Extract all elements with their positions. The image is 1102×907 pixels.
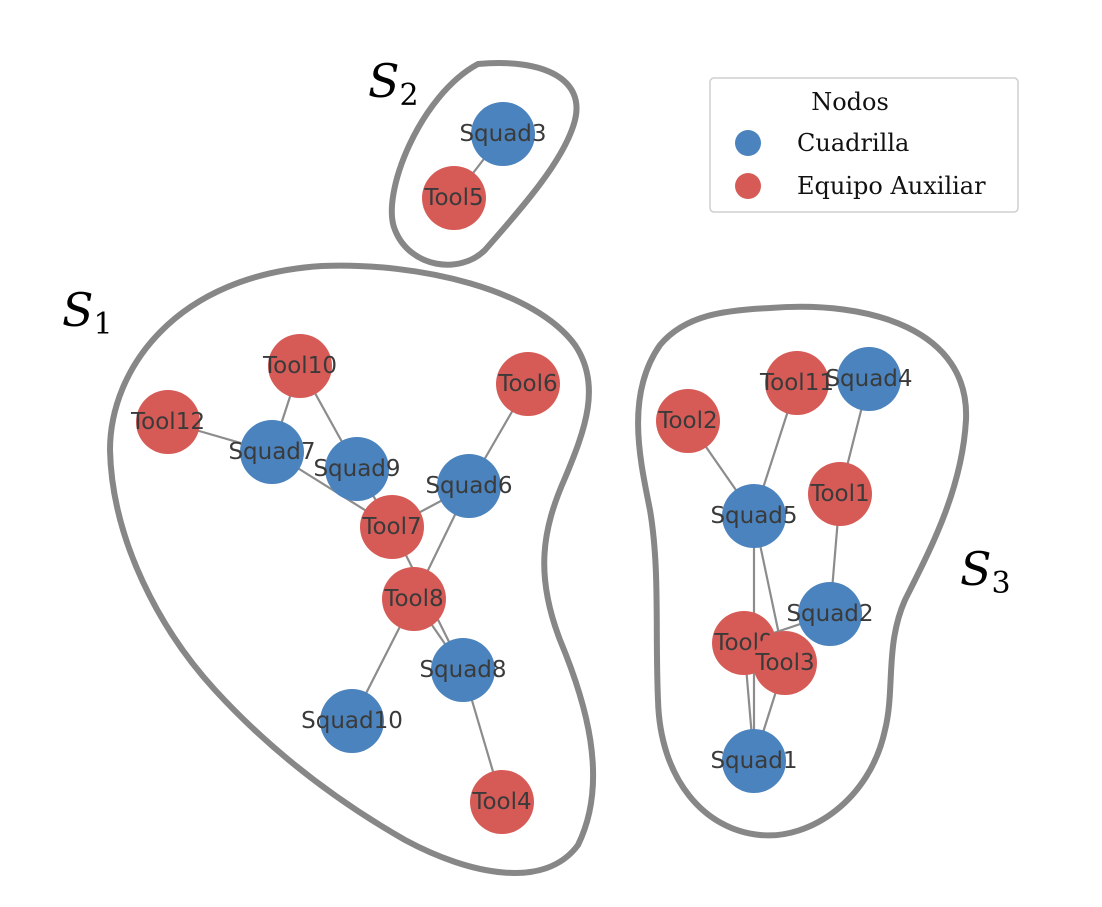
node-circle-tool2: [656, 389, 720, 453]
node-tool8: Tool8: [382, 567, 446, 631]
node-label-tool6: Tool6: [497, 371, 557, 397]
node-circle-squad8: [431, 638, 495, 702]
node-label-tool4: Tool4: [471, 789, 531, 815]
node-label-squad2: Squad2: [786, 601, 873, 627]
node-circle-squad1: [722, 729, 786, 793]
node-circle-tool7: [360, 495, 424, 559]
node-squad5: Squad5: [710, 484, 798, 548]
node-squad6: Squad6: [425, 454, 513, 518]
node-tool5: Tool5: [422, 166, 486, 230]
node-tool7: Tool7: [360, 495, 424, 559]
node-squad9: Squad9: [313, 437, 401, 501]
legend: Nodos Cuadrilla Equipo Auxiliar: [709, 77, 1019, 213]
legend-tool-label: Equipo Auxiliar: [797, 172, 986, 200]
node-label-squad8: Squad8: [419, 657, 506, 683]
legend-frame: [709, 77, 1019, 213]
node-label-tool10: Tool10: [262, 353, 337, 379]
node-squad3: Squad3: [459, 102, 547, 166]
node-circle-tool4: [470, 770, 534, 834]
node-label-tool3: Tool3: [754, 650, 814, 676]
hull-s1: [106, 262, 597, 876]
node-label-squad5: Squad5: [710, 503, 797, 529]
node-label-squad9: Squad9: [313, 456, 400, 482]
node-circle-squad2: [798, 582, 862, 646]
node-label-tool8: Tool8: [383, 586, 443, 612]
node-circle-squad5: [722, 484, 786, 548]
node-label-tool7: Tool7: [361, 514, 421, 540]
node-circle-squad9: [325, 437, 389, 501]
node-circle-tool3: [753, 631, 817, 695]
node-label-tool5: Tool5: [423, 185, 483, 211]
node-label-squad4: Squad4: [825, 366, 912, 392]
node-tool4: Tool4: [470, 770, 534, 834]
node-circle-tool1: [808, 462, 872, 526]
node-circle-squad3: [471, 102, 535, 166]
node-squad8: Squad8: [419, 638, 507, 702]
legend-squad-marker: [735, 130, 761, 156]
hull-s3: [635, 303, 970, 839]
node-tool1: Tool1: [808, 462, 872, 526]
node-circle-tool8: [382, 567, 446, 631]
legend-tool-marker: [735, 173, 761, 199]
node-label-squad7: Squad7: [228, 439, 315, 465]
node-tool12: Tool12: [130, 390, 205, 454]
node-tool3: Tool3: [753, 631, 817, 695]
legend-squad-label: Cuadrilla: [797, 129, 909, 157]
node-label-tool1: Tool1: [809, 481, 869, 507]
set-label-s1: S1: [62, 283, 113, 342]
node-circle-squad7: [240, 420, 304, 484]
node-circle-tool6: [496, 352, 560, 416]
node-squad10: Squad10: [301, 689, 403, 753]
node-squad1: Squad1: [710, 729, 798, 793]
node-label-tool2: Tool2: [657, 408, 717, 434]
node-circle-tool12: [136, 390, 200, 454]
node-label-squad1: Squad1: [710, 748, 797, 774]
node-squad4: Squad4: [825, 347, 913, 411]
node-tool10: Tool10: [262, 334, 337, 398]
node-squad2: Squad2: [786, 582, 874, 646]
legend-title: Nodos: [811, 88, 889, 116]
hull-s2: [388, 60, 580, 268]
node-tool11: Tool11: [759, 351, 834, 415]
node-label-tool12: Tool12: [130, 409, 205, 435]
node-circle-squad4: [837, 347, 901, 411]
node-circle-squad10: [320, 689, 384, 753]
node-label-squad6: Squad6: [425, 473, 512, 499]
node-squad7: Squad7: [228, 420, 316, 484]
set-label-s3: S3: [960, 542, 1011, 601]
node-label-squad10: Squad10: [301, 708, 403, 734]
set-label-s2: S2: [368, 54, 419, 113]
node-tool2: Tool2: [656, 389, 720, 453]
node-label-squad3: Squad3: [459, 121, 546, 147]
node-circle-squad6: [437, 454, 501, 518]
node-circle-tool11: [765, 351, 829, 415]
node-circle-tool5: [422, 166, 486, 230]
node-circle-tool10: [268, 334, 332, 398]
node-tool6: Tool6: [496, 352, 560, 416]
node-label-tool11: Tool11: [759, 370, 834, 396]
